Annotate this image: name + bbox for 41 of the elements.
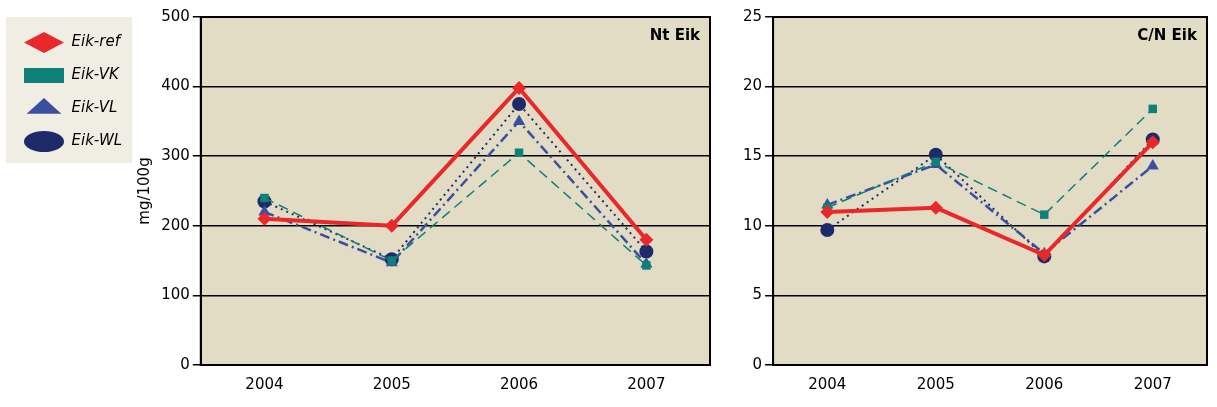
- point: [1146, 158, 1159, 170]
- y-tick-label: 25: [742, 6, 763, 25]
- point: [512, 97, 527, 111]
- y-tick-label: 0: [180, 354, 190, 373]
- point: [512, 114, 526, 125]
- y-tick-label: 500: [161, 6, 190, 25]
- y-tick-label: 200: [161, 215, 190, 234]
- point: [257, 211, 272, 226]
- legend-label: Eik-VL: [71, 98, 118, 117]
- y-tick-label: 10: [742, 215, 763, 234]
- point: [514, 148, 524, 157]
- point: [928, 200, 943, 215]
- point: [639, 232, 654, 247]
- y-axis-title: mg/100g: [135, 157, 154, 225]
- y-tick-label: 20: [742, 76, 763, 95]
- x-tick-label: 2005: [916, 374, 955, 393]
- y-tick-label: 0: [752, 354, 763, 373]
- y-tick-label: 400: [161, 76, 190, 95]
- legend-label: Eik-WL: [71, 131, 123, 150]
- y-tick-label: 300: [161, 146, 190, 165]
- x-tick-label: 2004: [808, 374, 847, 393]
- x-tick-label: 2007: [1133, 374, 1172, 393]
- legend-label: Eik-ref: [71, 32, 123, 51]
- x-tick-label: 2005: [372, 374, 411, 393]
- y-tick-label: 15: [742, 146, 763, 165]
- x-tick-label: 2004: [245, 374, 284, 393]
- point: [639, 244, 654, 259]
- y-tick-label: 100: [161, 285, 190, 304]
- point: [384, 218, 399, 233]
- point: [642, 261, 651, 270]
- point: [820, 204, 835, 219]
- point: [820, 222, 835, 237]
- x-tick-label: 2006: [499, 374, 539, 393]
- legend-label: Eik-VK: [71, 65, 120, 84]
- text: C/N Eik: [1137, 26, 1199, 45]
- point: [512, 80, 527, 95]
- x-tick-label: 2007: [627, 374, 666, 393]
- x-tick-label: 2006: [1025, 374, 1064, 393]
- text: Nt Eik: [649, 26, 702, 45]
- point: [1040, 210, 1049, 219]
- y-tick-label: 5: [752, 285, 763, 304]
